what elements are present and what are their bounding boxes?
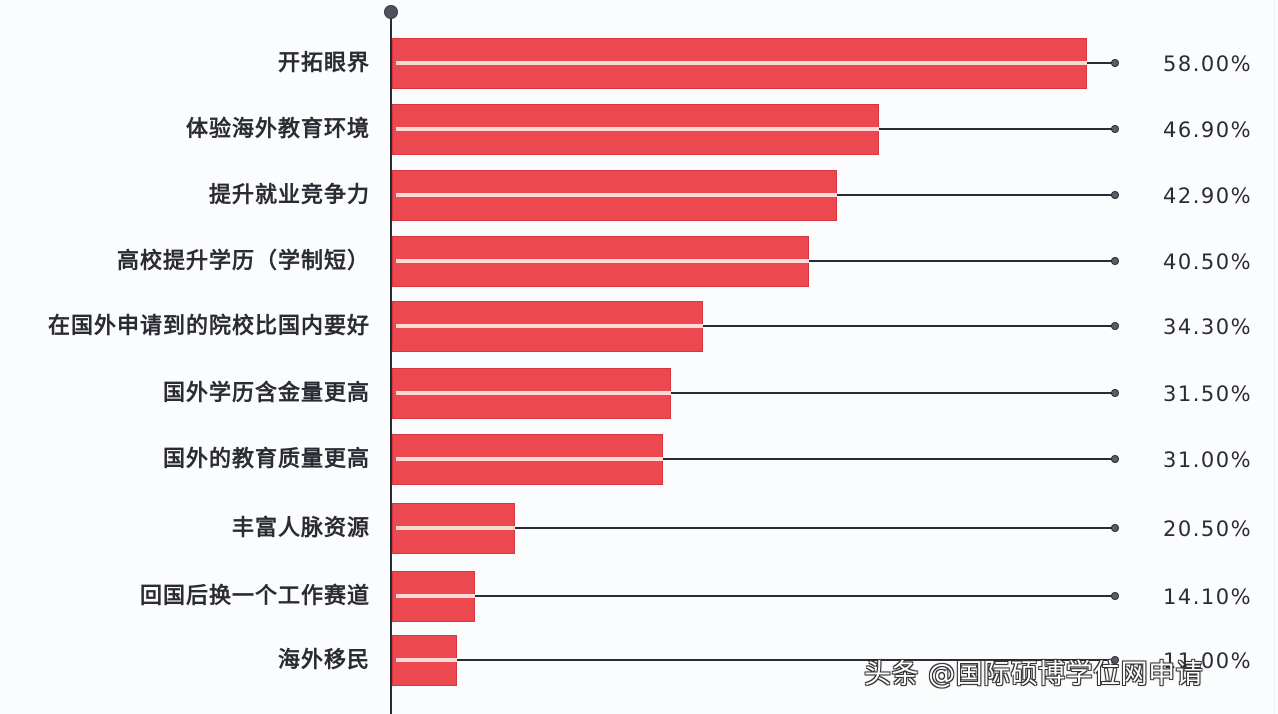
leader-line [703, 325, 1114, 327]
leader-end-dot-icon [1111, 125, 1119, 133]
category-label: 国外的教育质量更高 [162, 447, 370, 472]
value-label: 40.50% [1163, 250, 1253, 274]
leader-line [663, 458, 1114, 460]
category-label: 开拓眼界 [277, 51, 370, 76]
category-label: 回国后换一个工作赛道 [139, 584, 370, 609]
leader-line [457, 659, 1114, 661]
leader-end-dot-icon [1111, 656, 1119, 664]
chart-row: 国外的教育质量更高 31.00% [0, 434, 1278, 486]
chart-row: 提升就业竞争力 42.90% [0, 170, 1278, 222]
category-label: 高校提升学历（学制短） [116, 249, 370, 274]
leader-end-dot-icon [1111, 592, 1119, 600]
value-label: 58.00% [1163, 52, 1253, 76]
bar [392, 301, 703, 352]
leader-end-dot-icon [1111, 322, 1119, 330]
leader-line [837, 194, 1114, 196]
value-label: 14.10% [1163, 585, 1253, 609]
leader-end-dot-icon [1111, 524, 1119, 532]
bar-stripe [396, 658, 457, 662]
value-label: 34.30% [1163, 315, 1253, 339]
bar [392, 434, 663, 485]
chart-row: 国外学历含金量更高 31.50% [0, 368, 1278, 420]
leader-end-dot-icon [1111, 455, 1119, 463]
leader-line [671, 392, 1114, 394]
bar [392, 170, 837, 221]
value-label: 20.50% [1163, 517, 1253, 541]
value-label: 42.90% [1163, 184, 1253, 208]
value-label: 46.90% [1163, 118, 1253, 142]
right-edge-divider [1274, 0, 1275, 714]
bar-stripe [396, 324, 703, 328]
bar-stripe [396, 259, 809, 263]
bar [392, 571, 475, 622]
bar [392, 368, 671, 419]
bar [392, 38, 1087, 89]
leader-end-dot-icon [1111, 59, 1119, 67]
leader-end-dot-icon [1111, 389, 1119, 397]
chart-row: 高校提升学历（学制短） 40.50% [0, 236, 1278, 288]
bar [392, 104, 879, 155]
leader-line [1087, 62, 1114, 64]
bar-stripe [396, 526, 515, 530]
category-label: 体验海外教育环境 [185, 117, 370, 142]
bar-stripe [396, 457, 663, 461]
chart-row: 回国后换一个工作赛道 14.10% [0, 571, 1278, 623]
leader-line [515, 527, 1114, 529]
bar [392, 503, 515, 554]
category-label: 国外学历含金量更高 [162, 381, 370, 406]
bar [392, 236, 809, 287]
leader-end-dot-icon [1111, 257, 1119, 265]
leader-line [809, 260, 1114, 262]
chart-row: 丰富人脉资源 20.50% [0, 503, 1278, 555]
leader-line [879, 128, 1114, 130]
bar-stripe [396, 127, 879, 131]
bar-stripe [396, 391, 671, 395]
bar-stripe [396, 594, 475, 598]
category-label: 海外移民 [277, 648, 370, 673]
bar [392, 635, 457, 686]
value-label: 31.00% [1163, 448, 1253, 472]
chart-row: 在国外申请到的院校比国内要好 34.30% [0, 301, 1278, 353]
chart-row: 海外移民 11.00% [0, 635, 1278, 687]
category-label: 提升就业竞争力 [208, 183, 370, 208]
category-label: 在国外申请到的院校比国内要好 [47, 314, 370, 339]
y-axis-line [390, 12, 392, 714]
chart-row: 体验海外教育环境 46.90% [0, 104, 1278, 156]
value-label: 11.00% [1163, 649, 1253, 673]
axis-origin-dot-icon [384, 5, 398, 19]
chart-row: 开拓眼界 58.00% [0, 38, 1278, 90]
watermark: 头条 @国际硕博学位网申请 [864, 659, 1204, 690]
category-label: 丰富人脉资源 [231, 516, 370, 541]
leader-end-dot-icon [1111, 191, 1119, 199]
value-label: 31.50% [1163, 382, 1253, 406]
leader-line [475, 595, 1114, 597]
bar-stripe [396, 61, 1087, 65]
bar-stripe [396, 193, 837, 197]
